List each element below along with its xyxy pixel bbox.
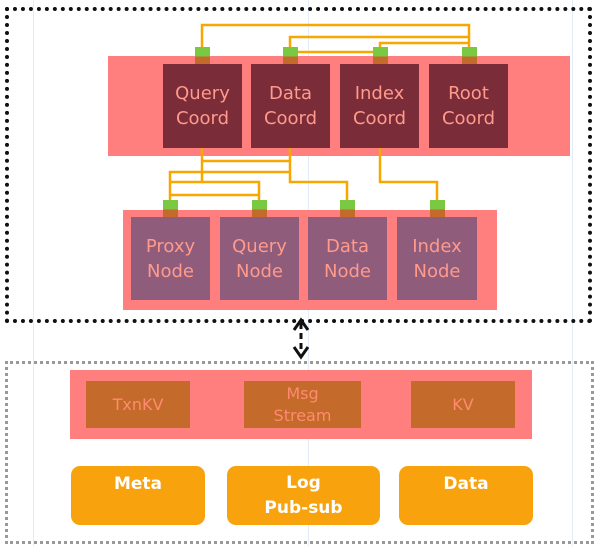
label: Coord [441, 108, 496, 129]
port [340, 200, 355, 217]
meta-storage: Meta [71, 466, 205, 525]
port [462, 47, 477, 64]
port [373, 47, 388, 64]
label: Index [412, 235, 462, 257]
connector [378, 148, 439, 201]
label: Node [324, 260, 371, 282]
label: Query [175, 83, 230, 104]
label: Data [326, 235, 369, 257]
port [252, 200, 267, 217]
connector [378, 41, 469, 48]
label: Node [413, 260, 461, 282]
connector [288, 148, 349, 201]
data-node: Data Node [308, 217, 387, 300]
proxy-node: Proxy Node [131, 217, 210, 300]
root-coord: Root Coord [429, 64, 508, 148]
log-pubsub-storage: Log Pub-sub [227, 466, 380, 525]
data-coord: Data Coord [251, 64, 330, 148]
bidirectional-arrow [292, 317, 310, 360]
port [195, 47, 210, 64]
guide-line [33, 0, 34, 546]
query-coord: Query Coord [163, 64, 242, 148]
guide-line [572, 0, 573, 546]
port [163, 200, 178, 217]
label: Data [443, 474, 489, 494]
storage-layer-frame [5, 361, 594, 544]
msg-stream-box: Msg Stream [244, 381, 361, 428]
label: Index [354, 83, 405, 104]
label: Node [236, 260, 283, 282]
label: Log [286, 472, 321, 493]
label: Query [232, 235, 287, 257]
index-node: Index Node [397, 217, 477, 300]
label: Data [269, 83, 312, 104]
query-node: Query Node [220, 217, 299, 300]
label: Stream [273, 405, 332, 425]
port [283, 47, 298, 64]
label: Proxy [145, 235, 196, 257]
label: Coord [175, 108, 230, 129]
label: Pub-sub [264, 497, 343, 518]
connector [168, 170, 290, 201]
data-storage: Data [399, 466, 533, 525]
label: Coord [263, 108, 318, 129]
kv-box: KV [411, 381, 515, 428]
label: Meta [113, 474, 163, 494]
connector [170, 180, 261, 201]
index-coord: Index Coord [340, 64, 419, 148]
label: Root [448, 83, 489, 104]
port [430, 200, 445, 217]
connector [288, 35, 469, 48]
label: Msg [286, 383, 319, 403]
txnkv-box: TxnKV [86, 381, 190, 428]
label: TxnKV [112, 394, 164, 414]
label: Coord [352, 108, 407, 129]
label: Node [147, 260, 194, 282]
label: KV [452, 394, 474, 414]
